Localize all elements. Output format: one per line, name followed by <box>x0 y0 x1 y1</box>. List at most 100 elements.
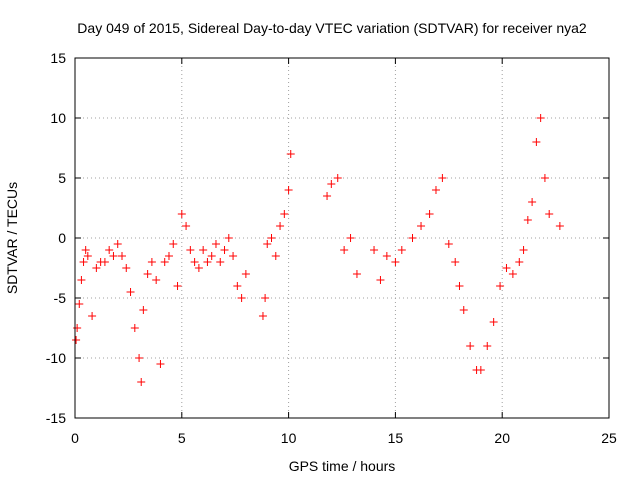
data-point <box>323 192 332 200</box>
data-point <box>284 186 293 194</box>
data-point <box>207 252 216 260</box>
x-tick-label: 0 <box>71 430 79 446</box>
data-point <box>515 258 524 266</box>
y-tick-label: 5 <box>58 170 66 186</box>
data-point <box>147 258 156 266</box>
data-point <box>258 312 267 320</box>
data-point <box>173 282 182 290</box>
data-point <box>79 258 88 266</box>
x-tick-label: 10 <box>281 430 297 446</box>
y-tick-label: 15 <box>50 50 66 66</box>
data-point <box>459 306 468 314</box>
data-point <box>177 210 186 218</box>
data-point <box>229 252 238 260</box>
data-point <box>346 234 355 242</box>
data-point <box>72 336 81 344</box>
data-point <box>417 222 426 230</box>
data-point <box>397 246 406 254</box>
data-point <box>425 210 434 218</box>
data-point <box>130 324 139 332</box>
y-axis-label: SDTVAR / TECUs <box>4 182 20 294</box>
data-point <box>203 258 212 266</box>
data-point <box>508 270 517 278</box>
data-point <box>73 324 82 332</box>
data-point <box>100 258 109 266</box>
data-point <box>536 114 545 122</box>
data-point <box>169 240 178 248</box>
data-point <box>117 252 126 260</box>
data-point <box>199 246 208 254</box>
x-tick-label: 25 <box>601 430 617 446</box>
data-point <box>160 258 169 266</box>
data-point <box>164 252 173 260</box>
y-tick-label: 10 <box>50 110 66 126</box>
data-point <box>489 318 498 326</box>
data-point <box>75 300 84 308</box>
data-point <box>152 276 161 284</box>
x-tick-label: 20 <box>494 430 510 446</box>
data-point <box>122 264 131 272</box>
data-point <box>555 222 564 230</box>
data-point <box>438 174 447 182</box>
data-point <box>496 282 505 290</box>
data-point <box>431 186 440 194</box>
x-axis-label: GPS time / hours <box>289 458 396 474</box>
data-point <box>190 258 199 266</box>
data-point <box>137 378 146 386</box>
data-point <box>523 216 532 224</box>
data-point <box>267 234 276 242</box>
data-point <box>333 174 342 182</box>
data-point <box>276 222 285 230</box>
y-tick-label: -10 <box>46 350 66 366</box>
data-point <box>540 174 549 182</box>
data-points <box>72 114 564 386</box>
data-point <box>280 210 289 218</box>
data-point <box>545 210 554 218</box>
data-point <box>156 360 165 368</box>
data-point <box>81 246 90 254</box>
data-point <box>444 240 453 248</box>
chart-title: Day 049 of 2015, Sidereal Day-to-day VTE… <box>77 20 587 36</box>
data-point <box>105 246 114 254</box>
data-point <box>109 252 118 260</box>
data-point <box>139 306 148 314</box>
data-point <box>261 294 270 302</box>
data-point <box>455 282 464 290</box>
data-point <box>502 264 511 272</box>
data-point <box>263 240 272 248</box>
data-point <box>216 258 225 266</box>
data-point <box>113 240 122 248</box>
y-tick-label: -15 <box>46 410 66 426</box>
data-point <box>451 258 460 266</box>
data-point <box>220 246 229 254</box>
data-point <box>391 258 400 266</box>
data-point <box>408 234 417 242</box>
data-point <box>224 234 233 242</box>
data-point <box>476 366 485 374</box>
data-point <box>271 252 280 260</box>
data-point <box>370 246 379 254</box>
data-point <box>483 342 492 350</box>
y-tick-label: -5 <box>54 290 67 306</box>
data-point <box>327 180 336 188</box>
x-tick-label: 15 <box>388 430 404 446</box>
data-point <box>340 246 349 254</box>
data-point <box>376 276 385 284</box>
y-tick-label: 0 <box>58 230 66 246</box>
data-point <box>528 198 537 206</box>
data-point <box>519 246 528 254</box>
data-point <box>233 282 242 290</box>
data-point <box>194 264 203 272</box>
data-point <box>135 354 144 362</box>
data-point <box>286 150 295 158</box>
data-point <box>88 312 97 320</box>
data-point <box>143 270 152 278</box>
data-point <box>83 252 92 260</box>
data-point <box>186 246 195 254</box>
data-point <box>352 270 361 278</box>
data-point <box>532 138 541 146</box>
data-point <box>92 264 101 272</box>
grid-lines <box>75 58 609 418</box>
